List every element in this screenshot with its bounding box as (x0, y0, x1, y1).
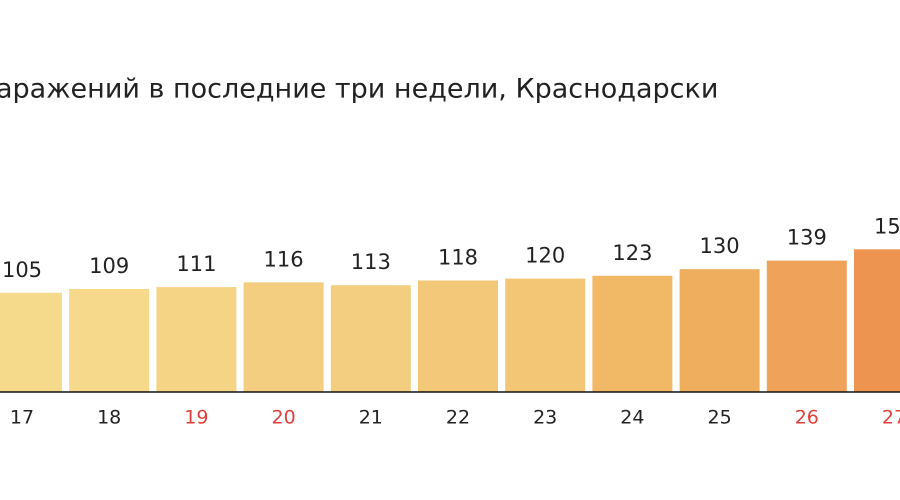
x-tick-label: 22 (446, 407, 470, 429)
value-label: 111 (176, 252, 216, 276)
bar (0, 292, 62, 392)
bar (854, 249, 900, 392)
x-tick-label: 17 (10, 407, 34, 429)
chart-title: аражений в последние три недели, Краснод… (0, 74, 718, 105)
bar (156, 287, 237, 392)
bar (418, 280, 498, 392)
bar (505, 278, 586, 392)
x-tick-label: 24 (620, 407, 644, 429)
x-tick-label: 19 (184, 407, 208, 429)
x-tick-label: 20 (272, 407, 296, 429)
bar (592, 275, 673, 392)
value-label: 109 (89, 254, 129, 278)
x-tick-label: 23 (533, 407, 557, 429)
bar (330, 285, 411, 392)
value-label: 130 (700, 234, 740, 258)
x-tick-label: 26 (795, 407, 819, 429)
value-label: 105 (2, 258, 42, 282)
x-tick-label: 18 (97, 407, 121, 429)
x-tick-label: 27 (882, 407, 900, 429)
value-label: 118 (438, 245, 478, 269)
x-tick-label: 21 (359, 407, 383, 429)
value-label: 151 (874, 214, 900, 238)
value-label: 123 (612, 241, 652, 265)
value-label: 120 (525, 244, 565, 268)
bar (69, 288, 150, 392)
x-tick-label: 25 (708, 407, 732, 429)
bar (679, 269, 760, 392)
bar (243, 282, 324, 392)
value-label: 139 (787, 226, 827, 250)
value-label: 113 (351, 250, 391, 274)
value-label: 116 (264, 247, 304, 271)
bar (766, 260, 847, 392)
